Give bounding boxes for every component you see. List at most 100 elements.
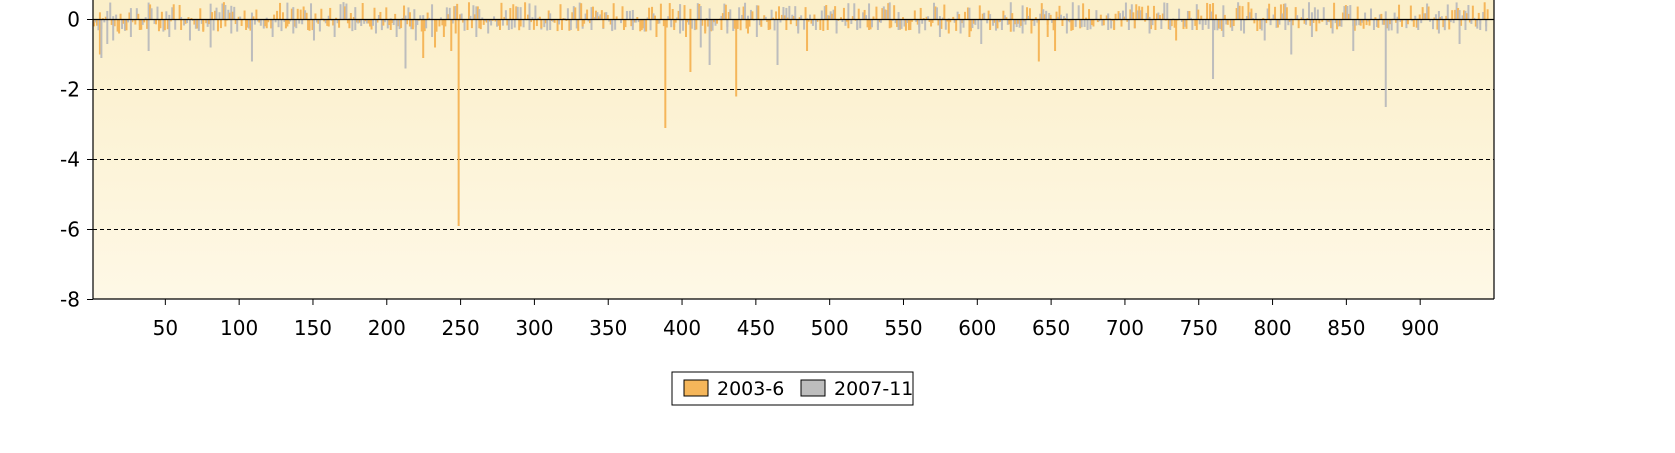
bar-texture xyxy=(267,19,270,23)
bar-2007-11 xyxy=(1000,19,1003,30)
bar-texture xyxy=(1178,8,1181,20)
bar-texture xyxy=(894,19,897,24)
bar-texture xyxy=(1457,7,1460,20)
bar-texture xyxy=(783,15,786,20)
bar-texture xyxy=(866,19,869,28)
bar-texture xyxy=(1057,16,1060,20)
bar-texture xyxy=(1251,18,1254,20)
bar-2003-6 xyxy=(767,19,770,30)
bar-2007-11 xyxy=(835,19,838,34)
bar-2007-11 xyxy=(755,19,758,37)
bar-texture xyxy=(916,19,919,25)
bar-texture xyxy=(512,4,515,20)
bar-2007-11 xyxy=(374,19,377,34)
bar-texture xyxy=(961,19,964,24)
bar-texture xyxy=(454,6,457,20)
bar-texture xyxy=(658,19,661,24)
bar-texture xyxy=(116,19,119,32)
bar-texture xyxy=(1260,19,1263,31)
bar-texture xyxy=(1256,19,1259,32)
bar-texture xyxy=(411,19,414,30)
x-tick-label: 100 xyxy=(220,316,258,340)
bar-texture xyxy=(215,7,218,20)
bar-texture xyxy=(510,19,513,30)
x-tick-label: 900 xyxy=(1401,316,1439,340)
bar-texture xyxy=(633,19,636,23)
bar-texture xyxy=(974,19,977,25)
bar-texture xyxy=(701,19,704,26)
bar-texture xyxy=(593,17,596,20)
bar-texture xyxy=(482,19,485,25)
bar-texture xyxy=(831,13,834,20)
bar-texture xyxy=(1474,19,1477,27)
bar-texture xyxy=(780,14,783,20)
bar-texture xyxy=(574,7,577,20)
bar-texture xyxy=(1209,4,1212,20)
bar-texture xyxy=(841,19,844,23)
bar-texture xyxy=(153,19,156,24)
bar-texture xyxy=(744,2,747,20)
bar-2007-11 xyxy=(292,19,295,34)
bar-2007-11 xyxy=(980,19,983,44)
bar-texture xyxy=(834,6,837,20)
bar-texture xyxy=(720,15,723,20)
bar-2007-11 xyxy=(1284,19,1287,30)
bar-texture xyxy=(1068,19,1071,23)
bar-texture xyxy=(794,6,797,20)
bar-texture xyxy=(124,19,127,31)
bar-texture xyxy=(383,19,386,23)
bar-texture xyxy=(847,3,850,20)
x-tick-label: 800 xyxy=(1253,316,1291,340)
bar-texture xyxy=(1279,4,1282,20)
bar-texture xyxy=(958,14,961,20)
bar-texture xyxy=(214,10,217,20)
bar-texture xyxy=(1306,18,1309,20)
bar-texture xyxy=(1452,19,1455,24)
bar-texture xyxy=(119,13,122,20)
bar-texture xyxy=(1015,19,1018,28)
bar-texture xyxy=(308,19,311,31)
bar-texture xyxy=(1222,5,1225,20)
bar-texture xyxy=(305,12,308,20)
bar-texture xyxy=(587,19,590,22)
bar-texture xyxy=(1195,4,1198,20)
bar-texture xyxy=(1024,19,1027,25)
legend-label: 2007-11 xyxy=(834,378,913,400)
bar-2007-11 xyxy=(100,19,103,58)
bar-texture xyxy=(218,12,221,20)
bar-2007-11 xyxy=(699,19,702,48)
bar-texture xyxy=(1064,17,1067,20)
bar-texture xyxy=(775,11,778,20)
bar-texture xyxy=(289,19,292,22)
bar-2007-11 xyxy=(1485,19,1488,27)
bar-2003-6 xyxy=(1037,19,1040,62)
bar-texture xyxy=(1223,14,1226,20)
y-tick-label: 0 xyxy=(67,8,80,32)
bar-texture xyxy=(615,16,618,20)
bar-texture xyxy=(696,3,699,20)
bar-2003-6 xyxy=(98,19,101,55)
bar-texture xyxy=(586,9,589,20)
bar-texture xyxy=(335,17,338,20)
bar-texture xyxy=(1294,7,1297,20)
bar-texture xyxy=(862,12,865,20)
bar-2007-11 xyxy=(333,19,336,37)
bar-texture xyxy=(463,19,466,31)
bar-texture xyxy=(1051,19,1054,23)
bar-texture xyxy=(1231,19,1234,31)
bar-texture xyxy=(989,14,992,20)
bar-2007-11 xyxy=(1372,19,1375,30)
bar-texture xyxy=(419,15,422,20)
bar-texture xyxy=(1378,14,1381,20)
bar-texture xyxy=(773,19,776,31)
bar-2003-6 xyxy=(408,19,411,27)
bar-texture xyxy=(1462,10,1465,20)
bar-texture xyxy=(690,19,693,29)
bar-texture xyxy=(237,16,240,20)
bar-texture xyxy=(1216,19,1219,31)
bar-texture xyxy=(293,19,296,27)
bar-texture xyxy=(1482,11,1485,20)
bar-texture xyxy=(1182,19,1185,30)
bar-2007-11 xyxy=(230,19,233,34)
bar-texture xyxy=(1429,19,1432,22)
